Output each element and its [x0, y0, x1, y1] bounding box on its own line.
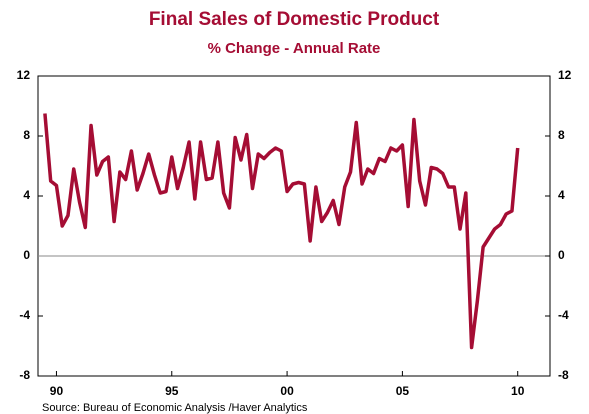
y-tick-label: -4: [19, 308, 30, 322]
y2-tick-label: 8: [558, 128, 565, 142]
x-tick-label: 95: [165, 384, 179, 398]
x-tick-label: 90: [50, 384, 64, 398]
chart-subtitle: % Change - Annual Rate: [208, 40, 381, 57]
y-tick-label: 8: [23, 128, 30, 142]
source-note: Source: Bureau of Economic Analysis /Hav…: [42, 402, 308, 414]
x-tick-label: 10: [511, 384, 525, 398]
chart-title: Final Sales of Domestic Product: [149, 9, 440, 30]
y2-tick-label: -8: [558, 368, 569, 382]
y-tick-label: 4: [23, 188, 30, 202]
y-tick-label: 0: [23, 248, 30, 262]
y2-tick-label: 4: [558, 188, 565, 202]
data-line: [43, 113, 520, 350]
y2-tick-label: 12: [558, 68, 572, 82]
x-tick-label: 05: [396, 384, 410, 398]
y2-tick-label: 0: [558, 248, 565, 262]
y-tick-label: 12: [17, 68, 31, 82]
x-tick-label: 00: [280, 384, 294, 398]
y-tick-label: -8: [19, 368, 30, 382]
y2-tick-label: -4: [558, 308, 569, 322]
plot-frame: [37, 75, 551, 377]
